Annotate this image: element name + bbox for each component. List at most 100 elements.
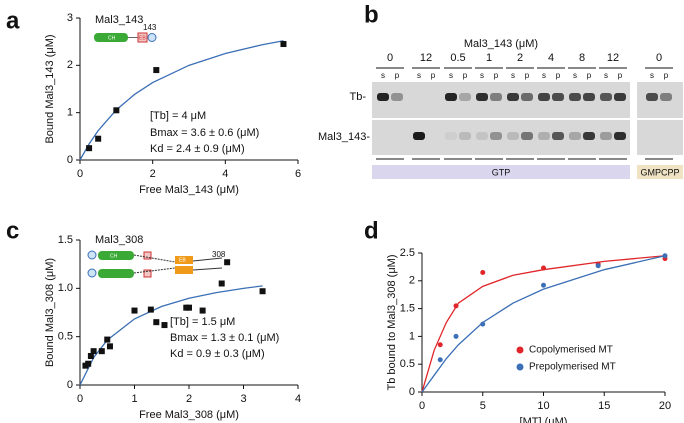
x-axis-label: Free Mal3_143 (μM) bbox=[139, 184, 239, 196]
gel-band bbox=[614, 93, 626, 101]
residue-label: 143 bbox=[143, 23, 157, 32]
data-point bbox=[85, 360, 92, 367]
fraction-label: s bbox=[650, 71, 654, 80]
data-point bbox=[662, 253, 668, 259]
nucleotide-bar bbox=[372, 165, 630, 179]
fraction-label: p bbox=[463, 71, 468, 80]
fraction-label: p bbox=[395, 71, 400, 80]
gel-band bbox=[490, 132, 502, 140]
legend-label: Prepolymerised MT bbox=[529, 362, 616, 373]
domain-label: CH bbox=[108, 35, 116, 41]
gel-band bbox=[459, 132, 471, 140]
gel-band bbox=[660, 93, 672, 101]
data-point bbox=[224, 259, 231, 266]
concentration-label: 12 bbox=[420, 52, 432, 64]
data-point bbox=[480, 321, 486, 327]
gel-band bbox=[476, 132, 488, 140]
fit-curve bbox=[79, 40, 284, 161]
gel-band bbox=[476, 93, 488, 101]
y-tick-label: 0 bbox=[67, 154, 73, 166]
fraction-label: s bbox=[381, 71, 385, 80]
panel-label: b bbox=[364, 1, 379, 28]
x-tick-label: 0 bbox=[77, 393, 83, 405]
x-axis-label: [MT] (μM) bbox=[520, 416, 568, 423]
data-point bbox=[280, 41, 287, 48]
concentration-label: 0.5 bbox=[450, 52, 465, 64]
panel-label: a bbox=[6, 7, 20, 34]
fraction-label: p bbox=[556, 71, 561, 80]
y-axis-label: Tb bound to Mal3_308 (μM) bbox=[386, 255, 398, 391]
y-axis-label: Bound Mal3_143 (μM) bbox=[44, 34, 56, 143]
gel-band bbox=[538, 93, 550, 101]
gel-band bbox=[600, 132, 612, 140]
gel-band bbox=[490, 93, 502, 101]
fraction-label: p bbox=[431, 71, 436, 80]
gel-row bbox=[637, 82, 683, 118]
concentration-label: 4 bbox=[548, 52, 554, 64]
data-point bbox=[147, 306, 154, 313]
data-point bbox=[153, 67, 160, 74]
x-tick-label: 20 bbox=[659, 400, 671, 412]
data-point bbox=[161, 322, 168, 329]
x-axis-label: Free Mal3_308 (μM) bbox=[139, 409, 239, 421]
gel-band bbox=[521, 132, 533, 140]
data-point bbox=[595, 263, 601, 269]
y-tick-label: 2 bbox=[409, 275, 415, 287]
nucleotide-label: GMPCPP bbox=[640, 167, 679, 177]
fraction-label: p bbox=[525, 71, 530, 80]
x-tick-label: 4 bbox=[222, 168, 228, 180]
fit-curve bbox=[421, 255, 666, 393]
band-label: Mal3_143- bbox=[318, 131, 370, 143]
gel-band bbox=[569, 93, 581, 101]
gel-band bbox=[583, 93, 595, 101]
gel-band bbox=[445, 93, 457, 101]
gel-title: Mal3_143 (μM) bbox=[464, 38, 538, 50]
y-tick-label: 0 bbox=[409, 386, 415, 398]
data-point bbox=[199, 307, 206, 314]
data-point bbox=[131, 307, 138, 314]
x-tick-label: 2 bbox=[186, 393, 192, 405]
concentration-label: 1 bbox=[486, 52, 492, 64]
x-tick-label: 4 bbox=[295, 393, 301, 405]
domain-label: EB bbox=[139, 35, 146, 41]
legend-label: Copolymerised MT bbox=[529, 345, 613, 356]
y-axis-label: Bound Mal3_308 (μM) bbox=[44, 258, 56, 367]
fraction-label: s bbox=[417, 71, 421, 80]
x-tick-label: 0 bbox=[419, 400, 425, 412]
gel-band bbox=[552, 93, 564, 101]
data-point bbox=[437, 357, 443, 363]
domain-label: EB bbox=[179, 257, 186, 263]
y-tick-label: 1 bbox=[409, 330, 415, 342]
data-point bbox=[86, 145, 93, 152]
chart-title: Mal3_308 bbox=[95, 234, 143, 246]
data-point bbox=[453, 303, 459, 309]
data-point bbox=[95, 135, 102, 142]
data-point bbox=[480, 269, 486, 275]
data-point bbox=[104, 336, 111, 343]
gel-band bbox=[600, 93, 612, 101]
panel-label: c bbox=[6, 217, 19, 244]
gel-band bbox=[377, 93, 389, 101]
gel-band bbox=[459, 93, 471, 101]
data-point bbox=[541, 282, 546, 288]
gel-band bbox=[507, 93, 519, 101]
band-label: Tb- bbox=[350, 91, 367, 103]
data-point bbox=[186, 304, 192, 311]
data-point bbox=[259, 288, 266, 295]
y-tick-label: 2 bbox=[67, 59, 73, 71]
residue-label: 308 bbox=[212, 250, 226, 259]
domain-label: CH bbox=[110, 253, 118, 259]
data-point bbox=[87, 353, 94, 359]
y-tick-label: 2.5 bbox=[400, 247, 415, 259]
gel-band bbox=[445, 132, 457, 140]
fraction-label: s bbox=[573, 71, 577, 80]
gel-band bbox=[614, 132, 626, 140]
concentration-label: 8 bbox=[579, 52, 585, 64]
x-tick-label: 5 bbox=[480, 400, 486, 412]
data-point bbox=[90, 348, 97, 355]
y-tick-label: 3 bbox=[67, 12, 73, 24]
y-tick-label: 1.5 bbox=[400, 303, 415, 315]
gel-band bbox=[583, 132, 595, 140]
y-tick-label: 0.5 bbox=[58, 331, 73, 343]
annotation: Bmax = 3.6 ± 0.6 (μM) bbox=[150, 127, 259, 139]
